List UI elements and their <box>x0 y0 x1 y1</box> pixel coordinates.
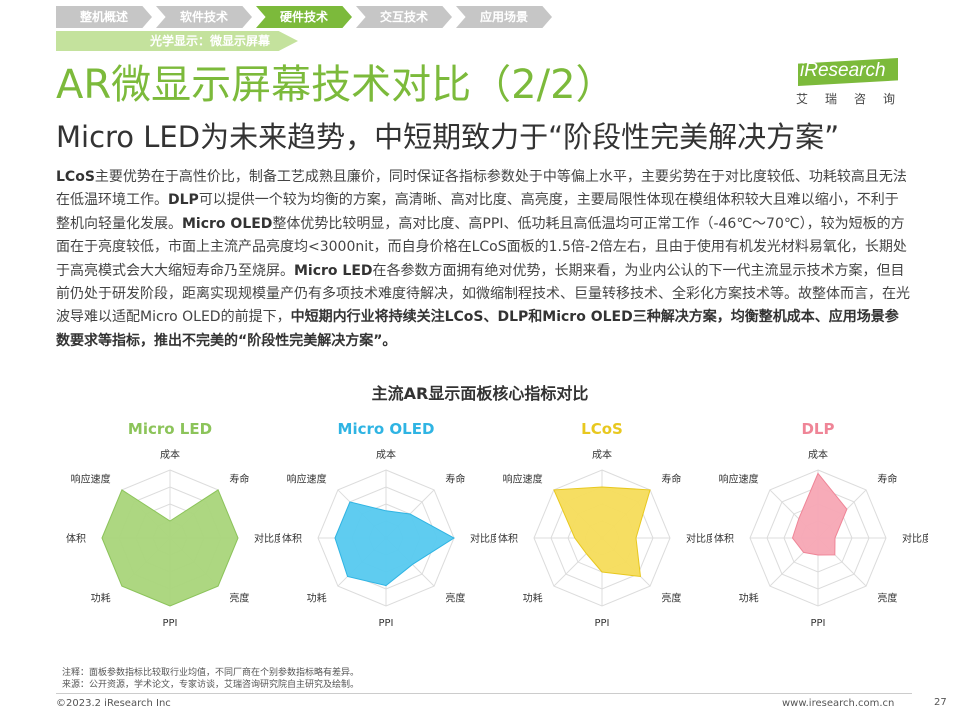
body-lcos: 主要优势在于高性价比，制备工艺成熟且廉价，同时保证各指标参数处于中等偏上水平，主… <box>56 169 907 209</box>
radar-axis-label: 对比度 <box>470 532 496 545</box>
radar-axis-label: 成本 <box>592 448 612 461</box>
radar-chart-1: 成本寿命对比度亮度 PPI 功耗 体积 响应速度 Micro OLED <box>276 410 496 630</box>
radar-axis-label: 寿命 <box>445 473 465 486</box>
radar-axis-label: 亮度 <box>877 591 897 604</box>
radar-axis-label: 成本 <box>376 448 396 461</box>
logo-subtext: 艾瑞咨询 <box>796 92 913 106</box>
body-paragraph: LCoS主要优势在于高性价比，制备工艺成熟且廉价，同时保证各指标参数处于中等偏上… <box>56 166 912 353</box>
radar-axis-label: 功耗 <box>307 592 327 604</box>
radar-chart-3: 成本寿命对比度亮度 PPI 功耗 体积 响应速度 DLP <box>708 410 928 630</box>
website-link[interactable]: www.iresearch.com.cn <box>782 698 895 709</box>
tab-overview[interactable]: 整机概述 <box>56 6 152 28</box>
radar-axis-label: PPI <box>162 618 177 629</box>
tab-scenarios[interactable]: 应用场景 <box>456 6 552 28</box>
radar-axis-label: 功耗 <box>523 592 543 604</box>
page-subtitle: Micro LED为未来趋势，中短期致力于“阶段性完美解决方案” <box>56 120 840 154</box>
footer-divider <box>56 693 912 694</box>
term-micro-oled: Micro OLED <box>182 215 273 232</box>
radar-series-name: LCoS <box>581 420 623 438</box>
radar-axis-label: 对比度 <box>254 532 280 545</box>
term-dlp: DLP <box>168 192 199 209</box>
chart-title: 主流AR显示面板核心指标对比 <box>371 384 589 403</box>
radar-axis-label: 功耗 <box>739 592 759 604</box>
body-micro-oled: 整体优势比较明显，高对比度、高PPI、低功耗且高低温均可正常工作（-46℃～70… <box>56 215 907 279</box>
body-conclusion: 中短期内行业将持续关注LCoS、DLP和Micro OLED三种解决方案，均衡整… <box>56 309 899 349</box>
tab-hardware[interactable]: 硬件技术 <box>256 6 352 28</box>
radar-axis-label: 成本 <box>160 448 180 461</box>
page-number: 27 <box>934 697 947 708</box>
body-micro-led: 在各参数方面拥有绝对优势，长期来看，为业内公认的下一代主流显示技术方案，但目前仍… <box>56 262 910 326</box>
body-dlp: 可以提供一个较为均衡的方案，高清晰、高对比度、高亮度，主要局限性体现在模组体积较… <box>56 192 899 232</box>
radar-axis-label: 寿命 <box>877 473 897 486</box>
radar-axis-label: 响应速度 <box>719 473 759 486</box>
radar-series-name: DLP <box>801 420 835 438</box>
radar-axis-label: PPI <box>378 618 393 629</box>
tab-interaction[interactable]: 交互技术 <box>356 6 452 28</box>
radar-axis-label: 对比度 <box>686 532 712 545</box>
sub-nav-label: 光学显示：微显示屏幕 <box>56 31 298 51</box>
radar-axis-label: PPI <box>594 618 609 629</box>
radar-axis-label: 成本 <box>808 448 828 461</box>
term-lcos: LCoS <box>56 169 95 185</box>
radar-series-area <box>101 489 239 607</box>
radar-axis-label: 响应速度 <box>287 473 327 486</box>
radar-axis-label: 体积 <box>66 533 86 545</box>
radar-series-area <box>553 486 651 578</box>
radar-axis-label: 亮度 <box>661 591 681 604</box>
radar-axis-label: 体积 <box>282 533 302 545</box>
radar-charts: 成本寿命对比度亮度 PPI 功耗 体积 响应速度 Micro LED 成本寿命对比度亮度 PP… <box>60 410 940 630</box>
radar-axis-label: 寿命 <box>661 473 681 486</box>
page-title: AR微显示屏幕技术对比（2/2） <box>56 62 616 108</box>
radar-axis-label: 体积 <box>714 533 734 545</box>
footer-notes: 注释：面板参数指标比较取行业均值，不同厂商在个别参数指标略有差异。 来源：公开资… <box>62 667 359 691</box>
radar-axis-label: 响应速度 <box>503 473 543 486</box>
radar-axis-label: PPI <box>810 618 825 629</box>
footer-note: 注释：面板参数指标比较取行业均值，不同厂商在个别参数指标略有差异。 <box>62 668 360 678</box>
logo-text: iResearch <box>800 60 886 81</box>
top-nav: 整机概述 软件技术 硬件技术 交互技术 应用场景 <box>56 6 556 28</box>
radar-axis-label: 体积 <box>498 533 518 545</box>
radar-series-name: Micro OLED <box>337 420 435 438</box>
tab-software[interactable]: 软件技术 <box>156 6 252 28</box>
radar-axis-label: 亮度 <box>445 591 465 604</box>
radar-series-area <box>334 501 455 587</box>
radar-axis-label: 亮度 <box>229 591 249 604</box>
radar-axis-label: 寿命 <box>229 473 249 486</box>
footer-source: 来源：公开资源，学术论文，专家访谈，艾瑞咨询研究院自主研究及绘制。 <box>62 680 360 690</box>
radar-axis-label: 对比度 <box>902 532 928 545</box>
radar-chart-0: 成本寿命对比度亮度 PPI 功耗 体积 响应速度 Micro LED <box>60 410 280 630</box>
radar-axis-label: 响应速度 <box>71 473 111 486</box>
radar-series-name: Micro LED <box>127 420 213 438</box>
iresearch-logo: iResearch 艾瑞咨询 <box>790 58 910 108</box>
radar-axis-label: 功耗 <box>91 592 111 604</box>
copyright: ©2023.2 iResearch Inc <box>56 698 171 709</box>
radar-series-area <box>791 472 848 556</box>
term-micro-led: Micro LED <box>294 262 373 279</box>
radar-chart-2: 成本寿命对比度亮度 PPI 功耗 体积 响应速度 LCoS <box>492 410 712 630</box>
